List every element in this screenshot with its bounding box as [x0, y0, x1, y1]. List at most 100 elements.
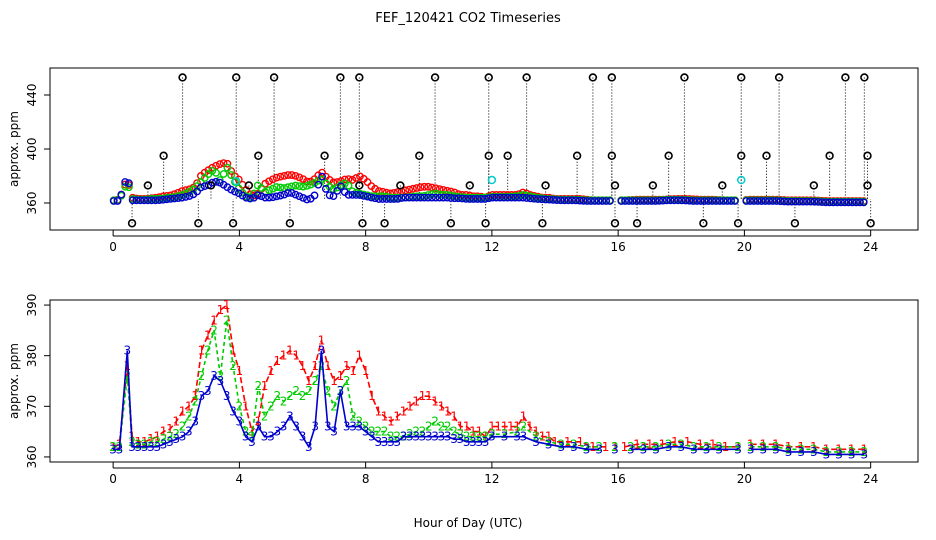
top-series-3-point — [337, 182, 345, 191]
bottom-series-1-marker: 1 — [772, 437, 780, 451]
bottom-series-2-marker: 2 — [324, 384, 332, 398]
top-series-3-point — [643, 197, 652, 205]
bottom-series-3-marker: 3 — [191, 415, 199, 429]
bottom-series-2-line — [113, 320, 865, 453]
top-series-3-point — [128, 196, 137, 205]
top-series-3-point — [386, 195, 395, 203]
top-series-3-point — [166, 194, 175, 203]
bottom-series-3-marker: 3 — [381, 435, 389, 449]
bottom-series-1-marker: 1 — [185, 399, 193, 413]
top-series-3-point — [833, 198, 842, 207]
x-tick-label: 16 — [611, 472, 626, 486]
top-series-3-point — [749, 197, 758, 205]
bottom-series-3-marker: 3 — [570, 440, 578, 454]
top-series-3-point — [246, 194, 255, 203]
x-tick-label: 24 — [863, 240, 878, 254]
top-spike-point — [610, 181, 620, 190]
bottom-series-1-marker: 1 — [513, 420, 521, 434]
top-series-3-point — [231, 187, 239, 196]
bottom-series-1-marker: 1 — [564, 435, 572, 449]
top-series-2-point — [215, 176, 224, 185]
bottom-series-2-marker: 2 — [153, 435, 161, 449]
top-series-3-point — [253, 191, 262, 200]
bottom-series-3-marker: 3 — [318, 344, 326, 358]
bottom-series-2-marker: 2 — [343, 374, 351, 388]
bottom-series-3-marker: 3 — [431, 430, 439, 444]
top-series-3-point — [227, 185, 236, 194]
bottom-series-2-marker: 2 — [349, 409, 357, 423]
bottom-series-1-marker: 1 — [475, 425, 483, 439]
bottom-series-2-marker: 2 — [330, 399, 338, 413]
top-series-3-point — [518, 193, 527, 202]
top-series-1-point — [291, 171, 300, 180]
top-series-3-point — [704, 197, 713, 205]
top-series-3-point — [590, 197, 599, 205]
top-series-3-point — [446, 194, 455, 202]
bottom-series-3-marker: 3 — [848, 447, 856, 461]
top-series-3-point — [325, 191, 334, 200]
bottom-series-1-marker: 1 — [318, 334, 326, 348]
top-series-3-point — [503, 193, 512, 202]
bottom-series-2-marker: 2 — [172, 427, 180, 441]
bottom-series-3-marker: 3 — [823, 447, 831, 461]
top-series-3-point — [303, 195, 311, 204]
top-series-3-point — [280, 190, 289, 199]
bottom-series-1-marker: 1 — [785, 440, 793, 454]
top-series-1-point — [223, 159, 232, 168]
top-series-1-point — [287, 171, 296, 179]
bottom-series-2-marker: 2 — [532, 430, 540, 444]
bottom-series-3-marker: 3 — [469, 435, 477, 449]
top-series-3-point — [818, 198, 826, 206]
top-series-3-point — [348, 190, 357, 199]
top-series-3-point — [162, 195, 171, 204]
chart-title: FEF_120421 CO2 Timeseries — [375, 11, 561, 26]
y-tick-label: 440 — [25, 84, 39, 107]
bottom-series-2-marker: 2 — [198, 369, 206, 383]
x-tick-label: 16 — [611, 240, 626, 254]
bottom-series-2-marker: 2 — [690, 440, 698, 454]
bottom-series-3-marker: 3 — [583, 442, 591, 456]
top-series-1-point — [272, 173, 281, 182]
bottom-series-3-marker: 3 — [160, 437, 168, 451]
top-series-1-point — [371, 184, 380, 193]
top-series-3-point — [310, 191, 319, 200]
y-tick-label: 360 — [25, 445, 39, 468]
top-spike-point — [228, 219, 238, 228]
top-series-3-point — [624, 197, 633, 205]
top-series-3-point — [802, 197, 811, 206]
bottom-series-1-marker: 1 — [835, 442, 843, 456]
top-series-3-point — [507, 193, 516, 202]
bottom-series-2-marker: 2 — [147, 435, 155, 449]
top-series-3-point — [549, 195, 558, 204]
bottom-series-1-marker: 1 — [179, 404, 187, 418]
bottom-series-2-marker: 2 — [488, 427, 496, 441]
top-series-3-point — [409, 193, 417, 202]
top-series-3-point — [132, 196, 141, 205]
bottom-series-1-marker: 1 — [261, 379, 269, 393]
bottom-series-3-marker: 3 — [349, 420, 357, 434]
top-series-3-point — [352, 190, 361, 199]
top-series-3-point — [530, 194, 539, 203]
top-spike-point — [733, 219, 743, 228]
bottom-series-2-marker: 2 — [595, 440, 603, 454]
bottom-series-3-marker: 3 — [810, 445, 818, 459]
bottom-series-3-marker: 3 — [343, 420, 351, 434]
bottom-series-3-marker: 3 — [640, 442, 648, 456]
bottom-series-3-marker: 3 — [703, 442, 711, 456]
top-series-3-point — [496, 193, 504, 202]
bottom-series-3-marker: 3 — [267, 430, 275, 444]
bottom-series-3-marker: 3 — [444, 430, 452, 444]
top-series-3-point — [534, 195, 542, 203]
top-series-3-point — [469, 195, 478, 203]
top-series-3-point — [632, 197, 641, 205]
bottom-series-3-marker: 3 — [185, 425, 193, 439]
top-series-3-point — [257, 192, 266, 201]
bottom-series-3-marker: 3 — [330, 425, 338, 439]
bottom-series-2-marker: 2 — [135, 437, 143, 451]
top-series-1-point — [276, 172, 285, 181]
top-series-3-point — [825, 198, 834, 207]
top-series-1-point — [439, 186, 448, 194]
bottom-series-2-marker: 2 — [217, 369, 225, 383]
top-plot-layer: 0 4 8 12 16 20 24 360 400 440 — [25, 73, 878, 254]
